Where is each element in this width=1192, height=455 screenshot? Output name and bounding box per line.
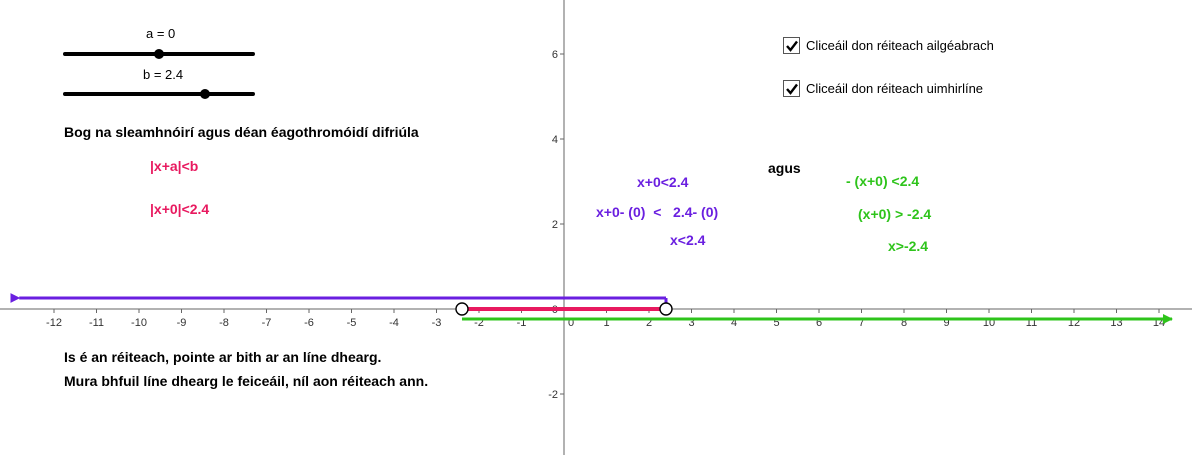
slider-b-handle[interactable] (200, 89, 211, 99)
right-step-1: - (x+0) <2.4 (846, 173, 920, 189)
x-tick-label: 3 (688, 317, 694, 329)
y-tick-label: -2 (548, 389, 558, 401)
open-endpoint (659, 302, 673, 316)
algebraic-solution-label[interactable]: Cliceáil don réiteach ailgéabrach (806, 38, 994, 53)
numberline-solution-checkbox[interactable] (783, 80, 800, 97)
x-tick-label: -11 (89, 317, 104, 329)
x-tick-label: -5 (347, 317, 357, 329)
left-step-3: x<2.4 (670, 232, 706, 248)
y-tick-label: 6 (552, 49, 558, 61)
x-tick-label: 1 (603, 317, 609, 329)
x-tick-label: 2 (646, 317, 652, 329)
x-tick-label: 5 (773, 317, 779, 329)
x-tick-label: -8 (219, 317, 229, 329)
slider-a-handle[interactable] (154, 49, 164, 59)
x-tick-label: 8 (901, 317, 907, 329)
slider-b-track[interactable] (63, 92, 255, 96)
x-tick-label: -12 (46, 317, 62, 329)
x-tick-label: -9 (177, 317, 187, 329)
x-tick-label: -3 (432, 317, 442, 329)
x-tick-label: 4 (731, 317, 737, 329)
x-tick-label: -1 (517, 317, 527, 329)
right-step-3: x>-2.4 (888, 238, 929, 254)
connector-agus: agus (768, 160, 801, 176)
x-tick-label: -6 (304, 317, 314, 329)
specific-inequality: |x+0|<2.4 (150, 201, 210, 217)
slider-b-label: b = 2.4 (143, 67, 184, 82)
x-tick-label: 7 (858, 317, 864, 329)
checkmark-icon (786, 40, 798, 52)
left-step-2: x+0- (0) < 2.4- (0) (596, 204, 719, 220)
left-step-1: x+0<2.4 (637, 174, 689, 190)
slider-a-label: a = 0 (146, 26, 176, 41)
algebraic-solution-checkbox[interactable] (783, 37, 800, 54)
origin-label: 0 (568, 317, 574, 329)
y-tick-label: 4 (552, 134, 558, 146)
instruction-text: Bog na sleamhnóirí agus déan éagothromói… (64, 124, 419, 140)
general-inequality: |x+a|<b (150, 158, 199, 174)
x-tick-label: 11 (1026, 317, 1037, 329)
open-endpoint (455, 302, 469, 316)
numberline-solution-label[interactable]: Cliceáil don réiteach uimhirlíne (806, 81, 984, 96)
right-step-2: (x+0) > -2.4 (858, 206, 932, 222)
x-tick-label: -4 (389, 317, 399, 329)
solution-line-1: Is é an réiteach, pointe ar bith ar an l… (64, 349, 382, 365)
x-tick-label: -7 (262, 317, 272, 329)
x-tick-label: 9 (943, 317, 949, 329)
y-tick-label: 2 (552, 219, 558, 231)
solution-line-2: Mura bhfuil líne dhearg le feiceáil, níl… (64, 373, 429, 389)
x-tick-label: -10 (131, 317, 147, 329)
x-tick-label: 6 (816, 317, 822, 329)
x-tick-label: -2 (474, 317, 484, 329)
checkmark-icon (786, 83, 798, 95)
